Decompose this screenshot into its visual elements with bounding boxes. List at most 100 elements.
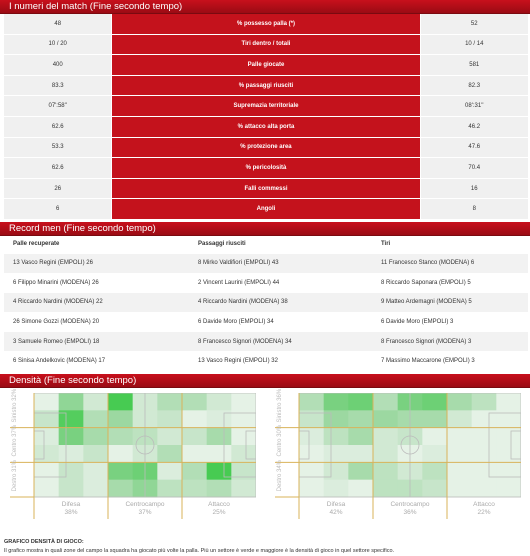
heat-cell — [206, 444, 232, 463]
stat-label: Falli commessi — [111, 178, 421, 200]
heat-cell — [206, 479, 232, 497]
stat-home-value: 6 — [4, 199, 112, 220]
heat-cell — [157, 427, 183, 445]
heat-cell — [373, 409, 399, 428]
heat-cell — [496, 392, 521, 411]
pitch-box — [223, 412, 256, 477]
stat-label: Palle giocate — [111, 55, 421, 76]
heat-cell — [348, 427, 374, 445]
record-cell: 8 Francesco Signori (MODENA) 34 — [198, 338, 292, 345]
heat-cell — [373, 427, 399, 445]
stat-label: % attacco alta porta — [111, 116, 421, 138]
stat-away-value: 47.6 — [420, 137, 528, 159]
heat-cell — [422, 461, 448, 480]
record-cell: 6 Davide Moro (EMPOLI) 3 — [381, 319, 454, 326]
zone-col-pct: 25% — [212, 508, 226, 516]
heat-cell — [348, 479, 374, 497]
heat-cell — [206, 461, 232, 480]
density-section-header: Densità (Fine secondo tempo) — [0, 373, 530, 388]
pitch-box — [245, 430, 256, 459]
zone-col-name: Centrocampo — [125, 500, 165, 508]
match-stat-row: 07':58'' Supremazia territoriale 08':31'' — [4, 96, 528, 117]
heat-cell — [323, 461, 349, 480]
heat-cell — [373, 479, 399, 497]
heat-cell — [182, 409, 208, 428]
heat-cell — [471, 409, 497, 428]
match-section-header: I numeri del match (Fine secondo tempo) — [0, 0, 530, 14]
heat-cell — [231, 427, 256, 445]
heat-cell — [373, 444, 399, 463]
record-column-header: Tiri — [381, 241, 391, 248]
heat-cell — [34, 444, 60, 463]
record-table: Palle recuperate Passaggi riusciti Tiri 13 … — [4, 236, 528, 372]
heat-cell — [496, 461, 521, 480]
heat-cell — [422, 392, 448, 411]
stat-away-value: 46.2 — [420, 116, 528, 138]
heat-cell — [157, 479, 183, 497]
heat-cell — [323, 479, 349, 497]
stat-label: Tiri dentro / totali — [111, 34, 421, 56]
heat-cell — [58, 461, 84, 480]
stat-home-value: 83.3 — [4, 75, 112, 97]
stat-away-value: 52 — [420, 14, 528, 35]
stat-home-value: 62.6 — [4, 116, 112, 138]
heat-cell — [34, 392, 60, 411]
heat-cell — [231, 444, 256, 463]
match-stat-row: 53.3% protezione area 47.6 — [4, 137, 528, 159]
match-stat-row: 48% possesso palla (*) 52 — [4, 14, 528, 35]
heat-cell — [348, 392, 374, 411]
stat-home-value: 53.3 — [4, 137, 112, 159]
heat-cell — [58, 392, 84, 411]
heat-cell — [496, 409, 521, 428]
zone-col-pct: 42% — [329, 508, 343, 516]
density-pitch: Sinistro 32% Centro 37% Destro 31% Difesa 38… — [8, 389, 256, 521]
match-stat-row: 62.6% pericolosità 70.4 — [4, 158, 528, 179]
stat-label: % protezione area — [111, 137, 421, 159]
heat-cell — [348, 409, 374, 428]
stat-home-value: 48 — [4, 14, 112, 35]
match-stat-row: 6 Angoli 8 — [4, 199, 528, 220]
stat-label: Angoli — [111, 199, 421, 220]
heat-cell — [447, 392, 473, 411]
heat-cell — [496, 427, 521, 445]
zone-col-label: Difesa 42% — [299, 501, 373, 517]
stat-label: % possesso palla (*) — [111, 14, 421, 35]
zone-col-name: Attacco — [208, 500, 230, 508]
heat-cell — [471, 427, 497, 445]
stat-label: % pericolosità — [111, 158, 421, 179]
stat-label: Supremazia territoriale — [111, 96, 421, 117]
heat-cell — [108, 409, 134, 428]
heat-cell — [373, 461, 399, 480]
record-cell: 8 Francesco Signori (MODENA) 3 — [381, 338, 472, 345]
pitch-box — [488, 412, 521, 477]
heat-cell — [108, 479, 134, 497]
density-pitch: Sinistro 36% Centro 30% Destro 34% Difesa 42… — [273, 389, 521, 521]
heat-cell — [182, 444, 208, 463]
heat-cell — [299, 444, 325, 463]
record-row: 6 Filippo Minarini (MODENA) 26 2 Vincent … — [4, 274, 528, 294]
heat-cell — [447, 461, 473, 480]
heat-cell — [373, 392, 399, 411]
zone-col-pct: 38% — [64, 508, 78, 516]
heat-cell — [496, 479, 521, 497]
heat-cell — [34, 427, 60, 445]
heat-cell — [231, 479, 256, 497]
record-row: 6 Sinisa Andelkovic (MODENA) 17 13 Vasco … — [4, 352, 528, 372]
zone-col-label: Attacco 25% — [182, 501, 256, 517]
stat-away-value: 82.3 — [420, 75, 528, 97]
zone-col-label: Centrocampo 37% — [108, 501, 182, 517]
pitch-heatmap — [275, 392, 521, 519]
pitch-heatmap — [10, 392, 256, 519]
heat-cell — [471, 479, 497, 497]
record-section-header: Record men (Fine secondo tempo) — [0, 221, 530, 236]
record-row: 13 Vasco Regini (EMPOLI) 26 8 Mirko Valdi… — [4, 253, 528, 274]
heat-cell — [447, 427, 473, 445]
stat-away-value: 70.4 — [420, 158, 528, 179]
zone-row-label: Sinistro 36% — [277, 388, 283, 423]
heat-cell — [231, 409, 256, 428]
heat-cell — [182, 392, 208, 411]
heat-cell — [422, 427, 448, 445]
heat-cell — [471, 444, 497, 463]
zone-col-pct: 36% — [403, 508, 417, 516]
heat-cell — [422, 444, 448, 463]
